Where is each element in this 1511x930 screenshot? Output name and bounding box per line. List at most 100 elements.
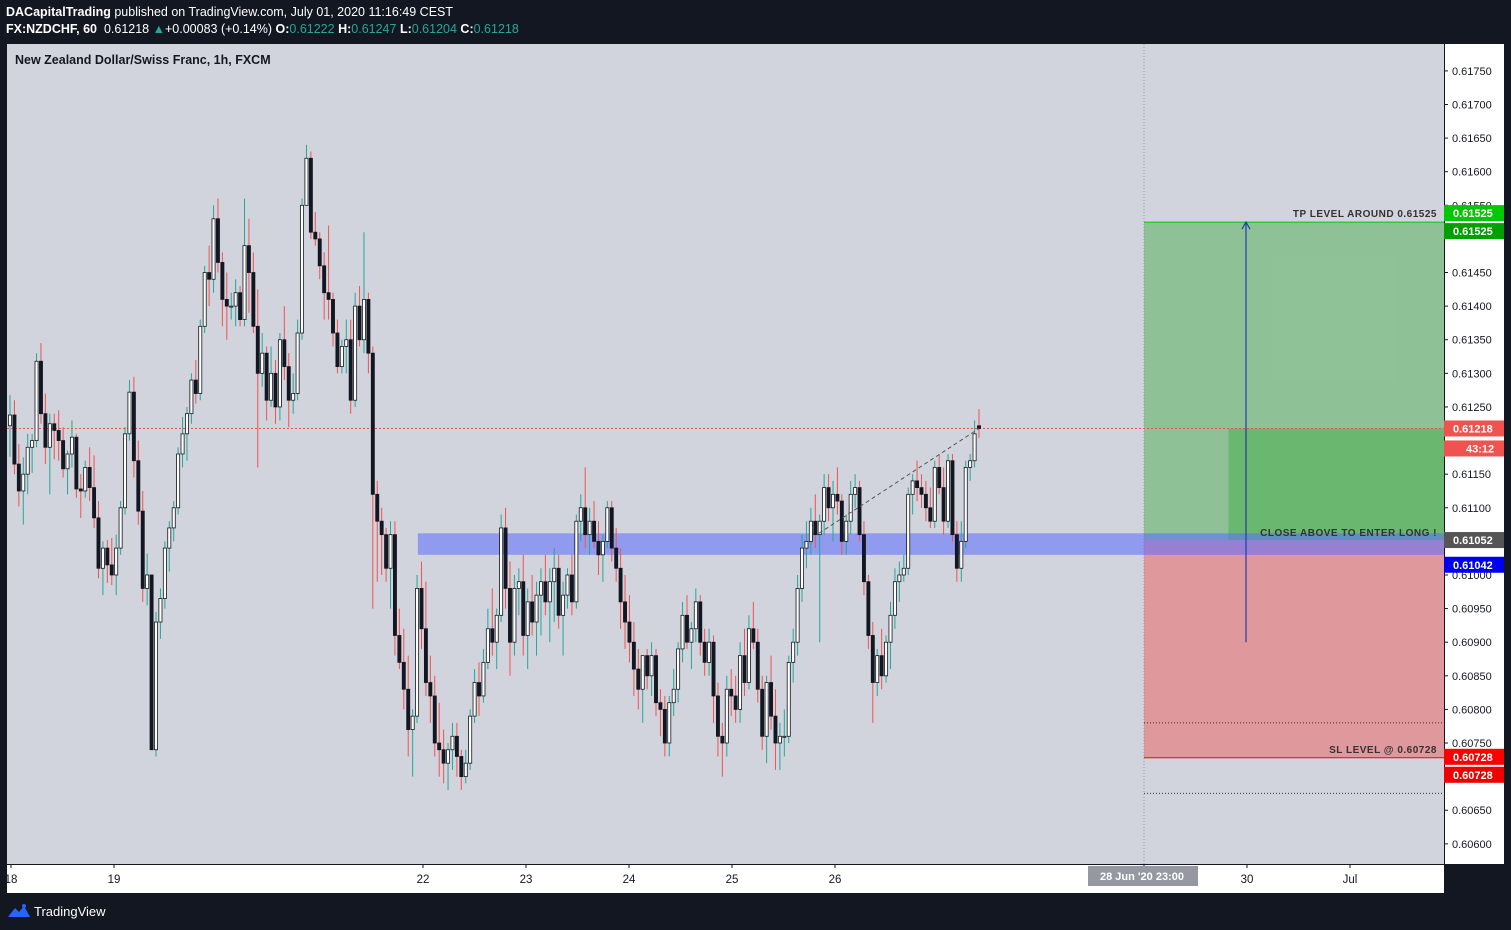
candle [928, 487, 933, 528]
candle [176, 447, 181, 515]
time-axis[interactable]: 181922232425262930Jul236728 Jun '20 23:0… [5, 864, 1456, 893]
candle-body [109, 564, 114, 576]
candle-body [791, 641, 796, 663]
candle-body [176, 453, 181, 509]
candle-body [539, 581, 543, 596]
low-label: L: [399, 22, 412, 36]
candle-body [609, 507, 614, 549]
symbol-label[interactable]: FX:NZDCHF, 60 [6, 22, 97, 36]
price-axis[interactable]: 0.617500.617000.616500.616000.615500.614… [1444, 44, 1504, 864]
candle-body [875, 655, 880, 683]
candle [43, 393, 48, 465]
candle [224, 272, 229, 340]
candle [233, 279, 238, 327]
candle-body [618, 567, 623, 603]
candle-body [282, 339, 287, 368]
candle-body [888, 614, 893, 643]
candle-body [437, 742, 442, 751]
tradingview-brand[interactable]: TradingView [34, 904, 106, 919]
candle-body [392, 534, 397, 636]
candle [419, 561, 424, 649]
candle [410, 709, 415, 777]
candle [862, 521, 866, 596]
candle [968, 454, 973, 481]
tradingview-logo-icon[interactable] [7, 903, 31, 922]
candle-body [671, 688, 676, 704]
candle-body [410, 715, 415, 730]
candle-body [140, 510, 145, 589]
candle [379, 507, 384, 575]
candle-body [711, 641, 716, 697]
candle [149, 574, 154, 751]
low-value: 0.61204 [411, 22, 457, 36]
candle [738, 642, 743, 723]
candle-body [39, 360, 43, 415]
author-name[interactable]: DACapitalTrading [6, 5, 111, 19]
price-badge-label: 0.61525 [1453, 226, 1493, 238]
candle-body [61, 440, 66, 470]
candle-body [331, 299, 335, 334]
candle-body [822, 487, 827, 522]
candle [941, 467, 946, 535]
candle-body [322, 265, 327, 294]
price-tick-label: 0.61600 [1452, 167, 1492, 179]
candle-body [193, 379, 198, 394]
price-tick-label: 0.61300 [1452, 368, 1492, 380]
candle-body [100, 547, 105, 569]
candle-body [751, 628, 756, 643]
price-tick-label: 0.60950 [1452, 604, 1492, 616]
time-axis-scale: 181922232425262930Jul236728 Jun '20 23:0… [5, 864, 1456, 886]
candle-body [52, 423, 57, 431]
candle [946, 454, 950, 528]
candle [671, 669, 676, 717]
candle-body [667, 702, 672, 744]
candle-body [388, 534, 393, 569]
candle [198, 319, 203, 401]
candle-body [826, 487, 831, 509]
candle-body [136, 460, 141, 512]
candle-body [954, 534, 959, 569]
candle [8, 394, 12, 457]
candle-body [950, 460, 955, 536]
candle [269, 346, 274, 407]
candle-body [255, 325, 260, 374]
candle-body [512, 588, 517, 643]
candle [658, 689, 663, 737]
candle [220, 252, 225, 327]
candle-body [220, 262, 225, 300]
candle [167, 521, 172, 572]
candle-body [525, 601, 530, 636]
chart-header: DACapitalTrading published on TradingVie… [0, 0, 1511, 44]
candlestick-chart[interactable]: TP LEVEL AROUND 0.61525 CLOSE ABOVE TO EN… [7, 44, 1444, 864]
price-tick-label: 0.61400 [1452, 301, 1492, 313]
candle [866, 574, 871, 649]
candle-body [977, 425, 981, 429]
candle [751, 601, 756, 649]
candle-body [565, 574, 570, 596]
candle [370, 346, 375, 609]
candle-body [901, 567, 906, 576]
price-tick-label: 0.60600 [1452, 839, 1492, 851]
candle-body [468, 715, 473, 764]
candle [193, 359, 198, 404]
candle [65, 450, 70, 495]
candle [397, 608, 402, 670]
candle-body [777, 735, 782, 744]
candle-body [180, 433, 185, 455]
candle [481, 648, 486, 703]
candle-body [131, 391, 136, 462]
candle [499, 514, 504, 623]
candle-body [720, 735, 725, 744]
candle [631, 622, 636, 696]
candle [888, 601, 893, 670]
candle [804, 521, 809, 569]
candle-body [543, 581, 548, 603]
chart-plot-area[interactable]: TP LEVEL AROUND 0.61525 CLOSE ABOVE TO EN… [7, 44, 1444, 864]
price-tick-label: 0.61100 [1452, 503, 1491, 515]
candle [698, 595, 703, 656]
candle-body [605, 507, 610, 542]
price-tick-label: 0.60850 [1452, 671, 1492, 683]
candle-body [30, 440, 35, 448]
candle-body [578, 507, 583, 522]
candle [583, 467, 588, 549]
